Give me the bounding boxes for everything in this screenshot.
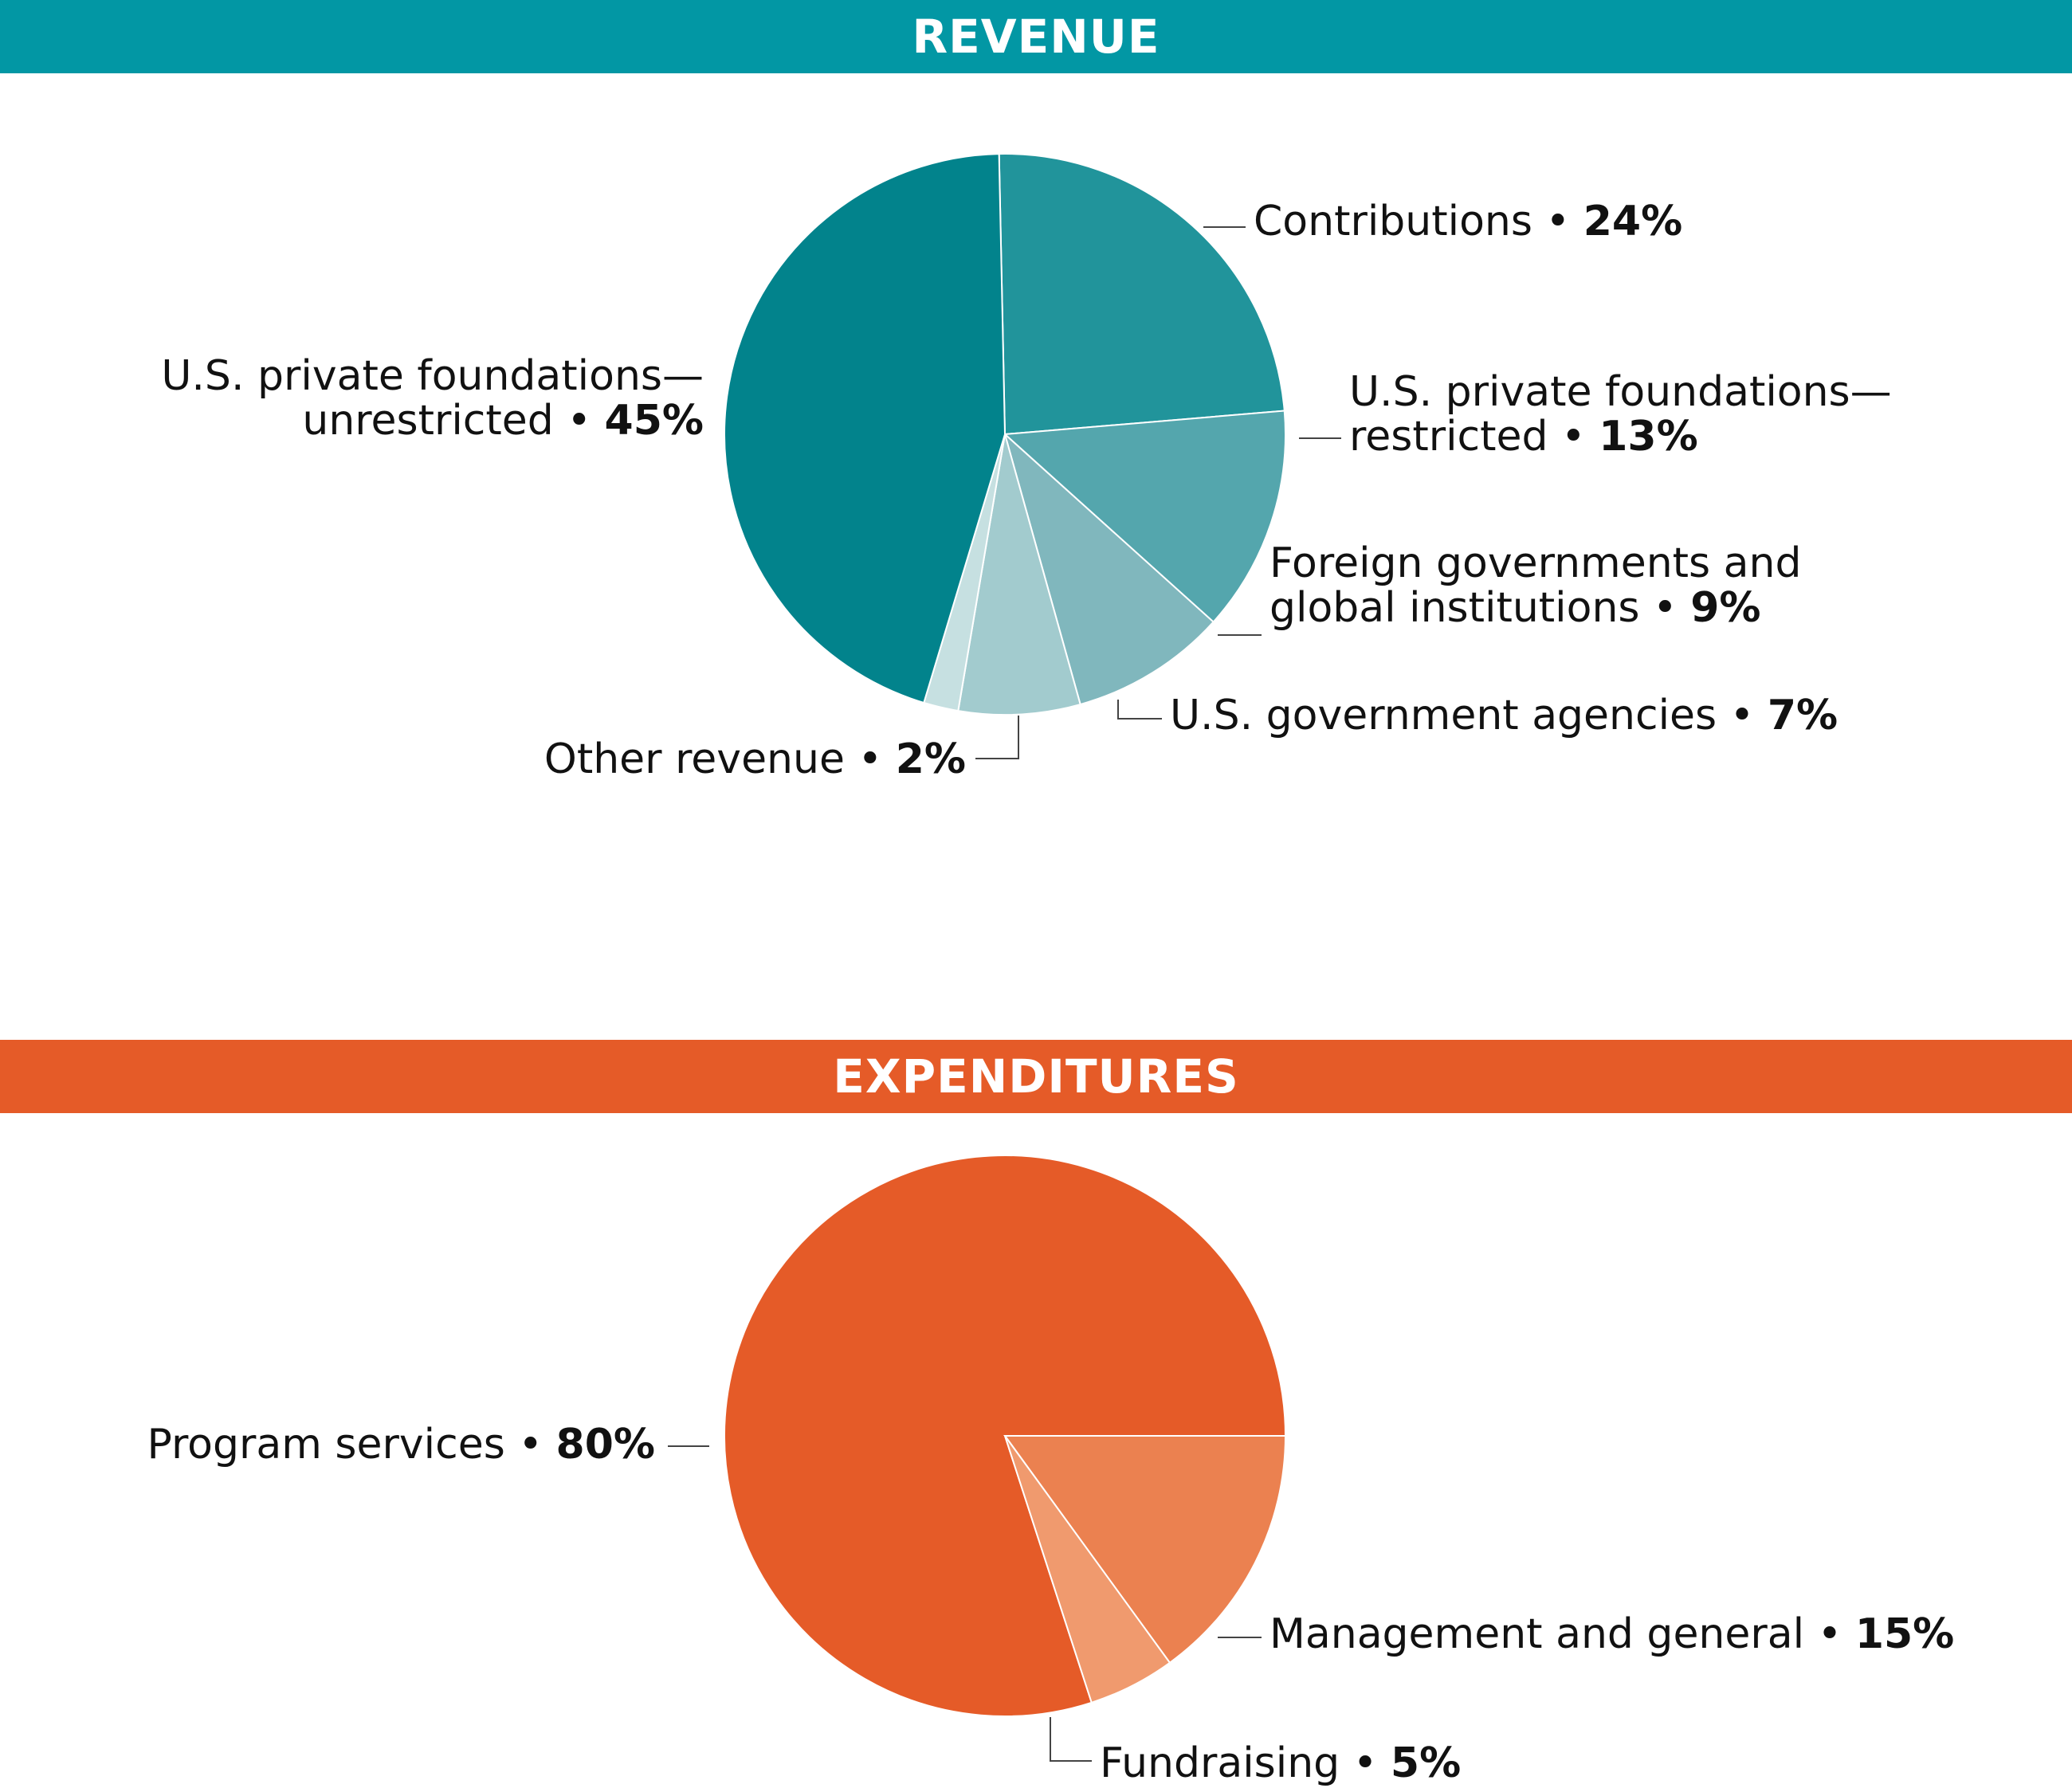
slice-value-label: 15%: [1855, 1610, 1954, 1658]
slice-value-label: 2%: [896, 735, 966, 783]
pie-slice-fundraising: [1004, 1435, 1171, 1704]
slice-value-label: 9%: [1690, 584, 1760, 632]
pie-slice-contributions: [998, 153, 1285, 436]
leader-line-fundraising: [1050, 1717, 1092, 1762]
slice-value-label: 5%: [1391, 1739, 1461, 1787]
revenue-pie: Contributions • 24% U.S. private foundati…: [161, 153, 1892, 783]
revenue-banner: REVENUE: [0, 0, 2072, 73]
leader-line-other-revenue: [975, 716, 1019, 759]
slice-label-management-and-general: Management and general • 15%: [1269, 1610, 1954, 1658]
slice-label-line: Fundraising •: [1100, 1739, 1391, 1787]
slice-label-line: U.S. private foundations—: [161, 352, 704, 400]
slice-value-label: 80%: [556, 1421, 655, 1468]
slice-label-line: Contributions •: [1254, 198, 1583, 245]
slice-label-contributions: Contributions • 24%: [1254, 198, 1682, 245]
slice-value-label: 13%: [1599, 413, 1697, 461]
slice-label-line: Program services •: [147, 1421, 556, 1468]
expenditures-title: EXPENDITURES: [833, 1049, 1239, 1104]
slice-label-line: U.S. private foundations—: [1349, 368, 1892, 416]
revenue-title: REVENUE: [912, 10, 1160, 64]
pie-slice-foreign-governments-and-global-institutions: [1003, 431, 1215, 706]
slice-label-foreign-governments-and-global-institutions: Foreign governments and global institutio…: [1269, 539, 1802, 632]
expenditures-pie: Program services • 80% Management and gen…: [147, 1155, 1954, 1787]
slice-label-line: Other revenue •: [544, 735, 896, 783]
slice-value-label: 7%: [1768, 692, 1838, 739]
slice-label-fundraising: Fundraising • 5%: [1100, 1739, 1461, 1787]
slice-label-other-revenue: Other revenue • 2%: [544, 735, 966, 783]
pie-slice-u-s-private-foundations-unrestricted: [723, 153, 1007, 704]
slice-label-line: restricted •: [1349, 413, 1599, 461]
slice-label-line: global institutions •: [1269, 584, 1690, 632]
slice-label-u-s-private-foundations-unrestricted: U.S. private foundations— unrestricted • …: [161, 352, 704, 445]
slice-value-label: 45%: [605, 397, 704, 445]
slice-label-line: Foreign governments and: [1269, 539, 1802, 587]
slice-label-line: U.S. government agencies •: [1170, 692, 1768, 739]
slice-label-program-services: Program services • 80%: [147, 1421, 656, 1468]
pie-slice-management-and-general: [1003, 1435, 1287, 1665]
leader-line-u-s-government-agencies: [1117, 700, 1162, 720]
slice-label-line: Management and general •: [1269, 1610, 1855, 1658]
slice-label-u-s-government-agencies: U.S. government agencies • 7%: [1170, 692, 1838, 739]
pie-slice-u-s-government-agencies: [957, 433, 1081, 716]
slice-label-u-s-private-foundations-restricted: U.S. private foundations— restricted • 13…: [1349, 368, 1892, 461]
pie-slice-program-services: [724, 1155, 1287, 1717]
slice-label-line: unrestricted •: [302, 397, 604, 445]
pie-slice-u-s-private-foundations-restricted: [1003, 410, 1287, 623]
expenditures-banner: EXPENDITURES: [0, 1040, 2072, 1113]
slice-value-label: 24%: [1583, 198, 1682, 245]
